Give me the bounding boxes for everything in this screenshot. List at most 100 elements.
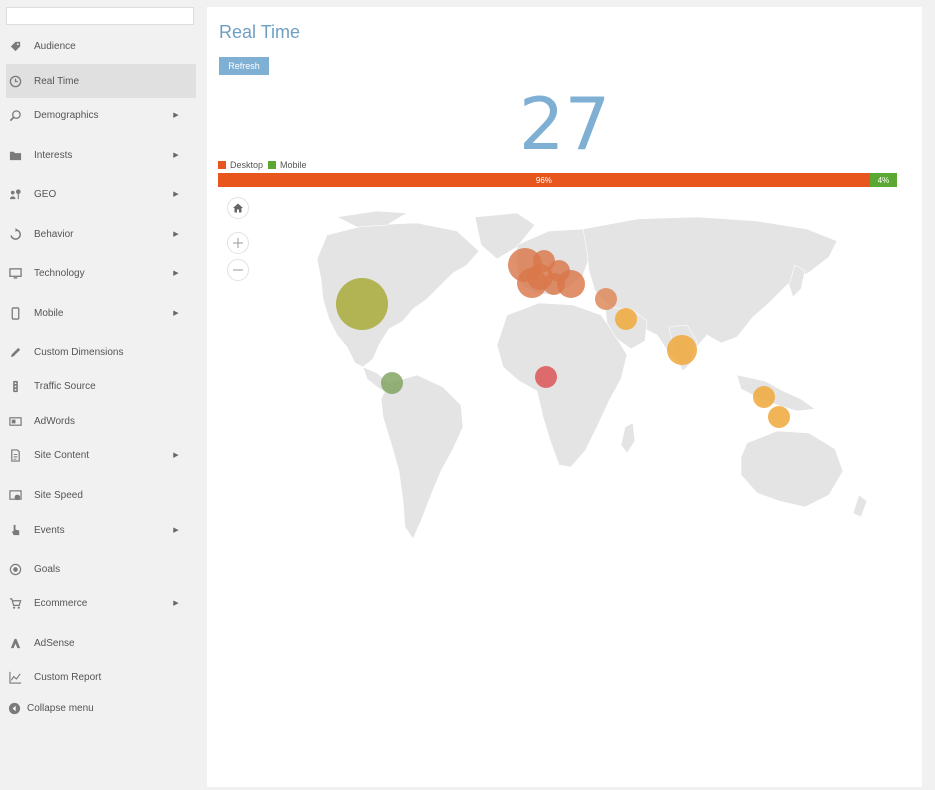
legend-item-mobile: Mobile — [268, 160, 307, 170]
map-zoom-in-button[interactable] — [227, 232, 249, 254]
sidebar-item-interests[interactable]: Interests ▶ — [6, 138, 196, 172]
adsense-icon — [8, 636, 22, 650]
sidebar-item-geo[interactable]: GEO ▶ — [6, 177, 196, 211]
visitor-bubble[interactable] — [753, 386, 775, 408]
sidebar-item-label: Demographics — [34, 109, 99, 121]
home-icon — [233, 203, 243, 213]
legend-label: Mobile — [280, 160, 307, 170]
legend-swatch — [218, 161, 226, 169]
submenu-arrow-icon: ▶ — [173, 527, 179, 534]
sidebar-item-site-content[interactable]: Site Content ▶ — [6, 438, 196, 472]
submenu-arrow-icon: ▶ — [173, 310, 179, 317]
submenu-arrow-icon: ▶ — [173, 270, 179, 277]
sidebar-item-behavior[interactable]: Behavior ▶ — [6, 217, 196, 251]
sidebar-item-label: GEO — [34, 188, 57, 200]
visitor-bubble[interactable] — [768, 406, 790, 428]
legend-swatch — [268, 161, 277, 169]
sidebar-item-label: Events — [34, 524, 65, 536]
visitor-bubble[interactable] — [667, 335, 697, 365]
sidebar-item-demographics[interactable]: Demographics ▶ — [6, 98, 196, 132]
visitor-bubble[interactable] — [535, 366, 557, 388]
submenu-arrow-icon: ▶ — [173, 112, 179, 119]
sidebar-item-mobile[interactable]: Mobile ▶ — [6, 296, 196, 330]
page-title: Real Time — [219, 22, 301, 42]
ad-card-icon — [8, 414, 22, 428]
sidebar-item-label: Real Time — [34, 75, 80, 87]
legend-item-desktop: Desktop — [218, 160, 263, 170]
submenu-arrow-icon: ▶ — [173, 231, 179, 238]
sidebar-item-label: Custom Report — [34, 671, 102, 683]
visitor-bubble[interactable] — [336, 278, 388, 330]
collapse-menu-label: Collapse menu — [27, 702, 94, 714]
visitor-bubble[interactable] — [557, 270, 585, 298]
device-bar-desktop: 96% — [218, 173, 870, 187]
sidebar-item-ecommerce[interactable]: Ecommerce ▶ — [6, 586, 196, 620]
line-chart-icon — [8, 670, 22, 684]
visitor-bubble[interactable] — [517, 268, 547, 298]
visitor-bubble[interactable] — [381, 372, 403, 394]
map-bubbles — [336, 248, 790, 428]
people-location-icon — [8, 187, 22, 201]
sidebar-item-events[interactable]: Events ▶ — [6, 513, 196, 547]
sidebar-item-label: Technology — [34, 267, 85, 279]
map-home-button[interactable] — [227, 197, 249, 219]
sidebar-item-label: Site Content — [34, 449, 90, 461]
sidebar-item-label: AdWords — [34, 415, 75, 427]
collapse-menu-button[interactable]: Collapse menu — [6, 700, 94, 716]
traffic-light-icon — [8, 379, 22, 393]
pointer-hand-icon — [8, 523, 22, 537]
clock-icon — [8, 74, 22, 88]
submenu-arrow-icon: ▶ — [173, 600, 179, 607]
visitor-bubble[interactable] — [615, 308, 637, 330]
submenu-arrow-icon: ▶ — [173, 191, 179, 198]
speed-screen-icon — [8, 488, 22, 502]
device-split-bar: 96% 4% — [218, 173, 897, 187]
sidebar-item-label: AdSense — [34, 637, 75, 649]
collapse-arrow-icon — [7, 701, 21, 715]
zoom-out-icon — [233, 269, 243, 271]
map-zoom-out-button[interactable] — [227, 259, 249, 281]
sidebar-item-label: Traffic Source — [34, 380, 96, 392]
sidebar-item-label: Mobile — [34, 307, 64, 319]
sidebar-item-traffic-source[interactable]: Traffic Source — [6, 369, 196, 403]
sidebar-item-real-time[interactable]: Real Time — [6, 64, 196, 98]
target-icon — [8, 562, 22, 576]
sidebar-item-custom-report[interactable]: Custom Report — [6, 660, 196, 694]
main-panel: Real Time Refresh 27 Desktop Mobile 96% 4% — [207, 7, 922, 787]
sidebar-item-custom-dimensions[interactable]: Custom Dimensions — [6, 335, 196, 369]
sidebar-item-adsense[interactable]: AdSense — [6, 626, 196, 660]
tag-icon — [8, 39, 22, 53]
sidebar-item-label: Interests — [34, 149, 73, 161]
sidebar-item-audience[interactable]: Audience — [6, 29, 196, 63]
monitor-icon — [8, 266, 22, 280]
cart-icon — [8, 596, 22, 610]
sidebar-item-label: Goals — [34, 563, 61, 575]
sidebar-item-label: Ecommerce — [34, 597, 88, 609]
active-users-count: 27 — [518, 82, 611, 166]
world-map[interactable] — [217, 195, 907, 555]
refresh-loop-icon — [8, 227, 22, 241]
submenu-arrow-icon: ▶ — [173, 152, 179, 159]
sidebar-item-site-speed[interactable]: Site Speed — [6, 478, 196, 512]
zoom-in-icon — [233, 238, 243, 248]
sidebar-item-label: Audience — [34, 40, 76, 52]
sidebar-item-label: Site Speed — [34, 489, 83, 501]
pencil-icon — [8, 345, 22, 359]
folder-icon — [8, 148, 22, 162]
sidebar-item-technology[interactable]: Technology ▶ — [6, 256, 196, 290]
sidebar: Audience Real Time Demographics ▶ Interests ▶… — [0, 0, 200, 790]
document-icon — [8, 448, 22, 462]
sidebar-item-goals[interactable]: Goals — [6, 552, 196, 586]
sidebar-item-adwords[interactable]: AdWords — [6, 404, 196, 438]
device-bar-mobile: 4% — [869, 173, 897, 187]
legend-label: Desktop — [230, 160, 264, 170]
magnifier-person-icon — [8, 108, 22, 122]
smartphone-icon — [8, 306, 22, 320]
menu-search-input[interactable] — [6, 7, 194, 25]
sidebar-item-label: Behavior — [34, 228, 74, 240]
sidebar-item-label: Custom Dimensions — [34, 346, 124, 358]
submenu-arrow-icon: ▶ — [173, 452, 179, 459]
refresh-button[interactable]: Refresh — [219, 57, 269, 75]
device-legend: Desktop Mobile — [218, 160, 312, 170]
visitor-bubble[interactable] — [595, 288, 617, 310]
